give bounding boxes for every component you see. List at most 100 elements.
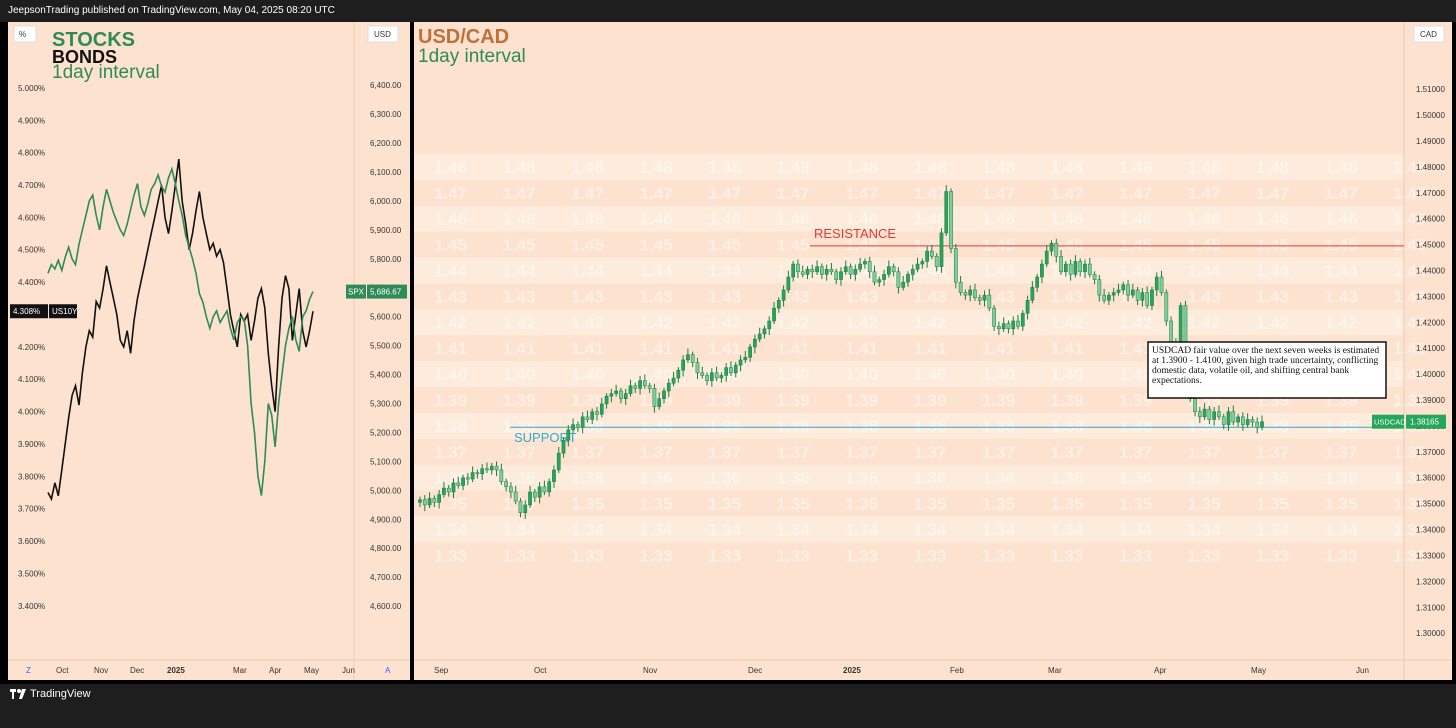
watermark-level: 1.48 xyxy=(434,158,467,177)
watermark-level: 1.40 xyxy=(914,365,947,384)
watermark-level: 1.43 xyxy=(1051,287,1084,306)
watermark-level: 1.38 xyxy=(708,417,741,436)
price-axis-unit: CAD xyxy=(1420,30,1437,39)
candle-body xyxy=(1145,292,1150,306)
candle-body xyxy=(437,494,441,503)
watermark-level: 1.34 xyxy=(1256,521,1290,540)
watermark-level: 1.39 xyxy=(1119,391,1152,410)
candle-body xyxy=(1126,284,1130,296)
candle-body xyxy=(934,256,939,267)
stocks-bonds-panel[interactable]: % USD 5.000% 4.900% 4.800% 4.700% 4.600% 4.500%… xyxy=(8,22,410,680)
watermark-level: 1.37 xyxy=(1119,443,1152,462)
watermark-level: 1.34 xyxy=(571,521,605,540)
price-tick-label: 1.45000 xyxy=(1416,241,1445,250)
us10y-name-badge xyxy=(49,304,77,319)
x-tick-label: Feb xyxy=(950,666,964,675)
candle-body xyxy=(1116,289,1121,293)
candle-body xyxy=(896,271,901,288)
watermark-level: 1.44 xyxy=(434,262,468,281)
watermark-level: 1.36 xyxy=(1256,469,1289,488)
x-tick-label: Dec xyxy=(748,666,762,675)
watermark-level: 1.42 xyxy=(503,313,536,332)
candle-body xyxy=(580,416,585,428)
tradingview-brand[interactable]: TradingView xyxy=(10,688,91,700)
usdcad-name: USDCAD xyxy=(1374,418,1406,427)
watermark-level: 1.37 xyxy=(1051,443,1084,462)
watermark-level: 1.38 xyxy=(1119,417,1152,436)
candle-body xyxy=(566,429,571,441)
left-tick-label: 4.800% xyxy=(18,149,45,158)
watermark-level: 1.36 xyxy=(914,469,947,488)
candle-body xyxy=(590,411,595,420)
candle-body xyxy=(901,281,906,288)
watermark-level: 1.41 xyxy=(1393,339,1426,358)
watermark-level: 1.34 xyxy=(845,521,879,540)
watermark-level: 1.44 xyxy=(1256,262,1290,281)
watermark-level: 1.41 xyxy=(845,339,878,358)
watermark-level: 1.43 xyxy=(845,287,878,306)
candle-body xyxy=(753,338,757,348)
watermark-level: 1.37 xyxy=(434,443,467,462)
candle-body xyxy=(1087,263,1092,275)
price-tick-label: 1.47000 xyxy=(1416,189,1445,198)
candle-body xyxy=(1102,294,1106,301)
watermark-level: 1.37 xyxy=(1393,443,1426,462)
candle-body xyxy=(427,498,432,506)
watermark-level: 1.38 xyxy=(503,417,536,436)
watermark-level: 1.39 xyxy=(914,391,947,410)
spx-name: SPX xyxy=(348,288,365,297)
candle-body xyxy=(470,472,475,480)
candle-body xyxy=(748,346,752,358)
price-tick-label: 1.40000 xyxy=(1416,370,1445,379)
watermark-level: 1.41 xyxy=(1119,339,1152,358)
candle-body xyxy=(657,398,662,407)
candle-body xyxy=(853,268,858,275)
x-tick-label: Apr xyxy=(1154,666,1167,675)
candle-body xyxy=(982,294,987,301)
candle-body xyxy=(705,375,709,381)
usdcad-name-badge xyxy=(1372,414,1404,429)
candle-body xyxy=(513,491,518,502)
watermark-level: 1.47 xyxy=(1119,184,1152,203)
right-tick-label: 5,400.00 xyxy=(370,371,402,380)
candle-body xyxy=(599,403,604,415)
candle-body xyxy=(480,468,485,475)
right-tick-label: 5,200.00 xyxy=(370,428,402,437)
watermark-level: 1.48 xyxy=(1256,158,1289,177)
candle-body xyxy=(1030,287,1035,301)
watermark-level: 1.46 xyxy=(1325,210,1358,229)
watermark-level: 1.42 xyxy=(1256,313,1289,332)
candle-body xyxy=(786,276,791,291)
price-tick-label: 1.35000 xyxy=(1416,500,1445,509)
candle-body xyxy=(915,263,920,270)
price-tick-label: 1.41000 xyxy=(1416,344,1445,353)
candle-body xyxy=(595,411,599,415)
candle-body xyxy=(700,372,705,376)
watermark-level: 1.43 xyxy=(1256,287,1289,306)
usdcad-chart[interactable]: 1.48 1.48 1.48 1.48 1.48 1.48 1.48 1.48 1.48 1.48… xyxy=(414,22,1452,680)
watermark-level: 1.42 xyxy=(1188,313,1221,332)
watermark-level: 1.43 xyxy=(1188,287,1221,306)
candle-body xyxy=(930,250,934,257)
watermark-level: 1.33 xyxy=(777,546,810,565)
watermark-level: 1.44 xyxy=(503,262,537,281)
watermark-level: 1.47 xyxy=(982,184,1015,203)
candle-body xyxy=(1073,261,1078,275)
watermark-level: 1.33 xyxy=(1119,546,1152,565)
candle-body xyxy=(781,289,786,301)
watermark-level: 1.35 xyxy=(845,495,878,514)
candle-body xyxy=(1044,250,1049,265)
usdcad-panel[interactable]: 1.48 1.48 1.48 1.48 1.48 1.48 1.48 1.48 1.48 1.48… xyxy=(414,22,1452,680)
candle-body xyxy=(973,289,977,298)
watermark-level: 1.33 xyxy=(1051,546,1084,565)
candle-body xyxy=(1135,289,1140,301)
watermark-level: 1.40 xyxy=(845,365,878,384)
candle-body xyxy=(757,333,762,340)
watermark-level: 1.45 xyxy=(914,236,947,255)
watermark-level: 1.40 xyxy=(982,365,1015,384)
stocks-bonds-chart[interactable]: % USD 5.000% 4.900% 4.800% 4.700% 4.600% 4.500%… xyxy=(8,22,410,680)
candle-body xyxy=(1231,411,1236,423)
right-tick-label: 5,500.00 xyxy=(370,342,402,351)
watermark-level: 1.35 xyxy=(1256,495,1289,514)
right-tick-label: 6,400.00 xyxy=(370,81,402,90)
